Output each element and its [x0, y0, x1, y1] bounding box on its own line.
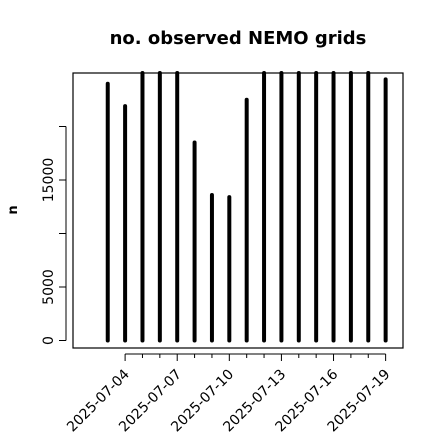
y-tick-label-5000: 5000 [41, 269, 57, 305]
y-tick-label-0: 0 [41, 336, 57, 345]
x-axis: 2025-07-042025-07-072025-07-102025-07-13… [64, 353, 393, 435]
y-tick-label-15000: 15000 [41, 158, 57, 203]
plot-frame [72, 72, 404, 349]
bars-group [105, 71, 388, 343]
y-axis: 0 5000 15000 [41, 126, 67, 345]
chart-title: no. observed NEMO grids [110, 28, 367, 49]
y-axis-label: n [6, 205, 21, 214]
